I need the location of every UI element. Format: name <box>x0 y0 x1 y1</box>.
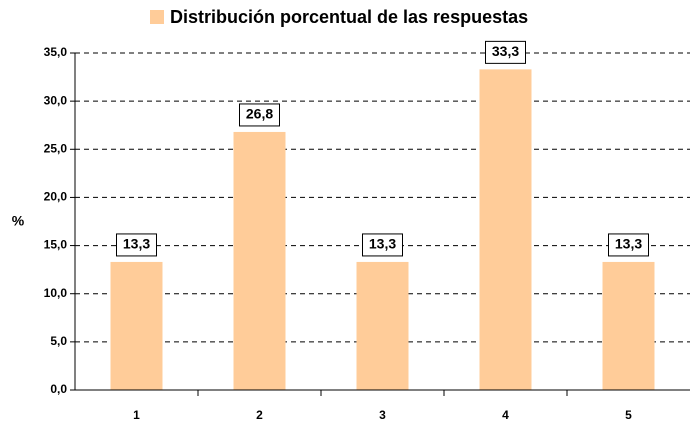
value-label: 13,3 <box>615 236 642 252</box>
value-label-box <box>116 233 157 257</box>
x-tick-label: 5 <box>625 408 632 422</box>
y-tick-label: 35,0 <box>44 45 68 59</box>
value-label: 13,3 <box>369 236 396 252</box>
x-tick-label: 4 <box>502 408 509 422</box>
y-tick-label: 15,0 <box>44 238 68 252</box>
y-axis-label: % <box>12 213 25 229</box>
bar <box>356 261 409 390</box>
x-tick-label: 2 <box>256 408 263 422</box>
bar <box>479 69 532 391</box>
value-label-box <box>239 103 280 127</box>
value-label: 26,8 <box>246 106 273 122</box>
y-tick-label: 30,0 <box>44 93 68 107</box>
bar <box>110 261 163 390</box>
y-tick-label: 5,0 <box>50 334 67 348</box>
value-label: 33,3 <box>492 43 519 59</box>
y-tick-label: 25,0 <box>44 141 68 155</box>
y-tick-label: 10,0 <box>44 286 68 300</box>
legend-swatch <box>150 10 164 24</box>
x-tick-label: 1 <box>133 408 140 422</box>
value-label-box <box>608 233 649 257</box>
y-tick-label: 20,0 <box>44 190 68 204</box>
bar <box>602 261 655 390</box>
x-tick-label: 3 <box>379 408 386 422</box>
value-label-box <box>485 40 526 64</box>
bar <box>233 131 286 390</box>
y-tick-label: 0,0 <box>50 382 67 396</box>
value-label: 13,3 <box>123 236 150 252</box>
legend-label: Distribución porcentual de las respuesta… <box>170 7 528 27</box>
value-label-box <box>362 233 403 257</box>
